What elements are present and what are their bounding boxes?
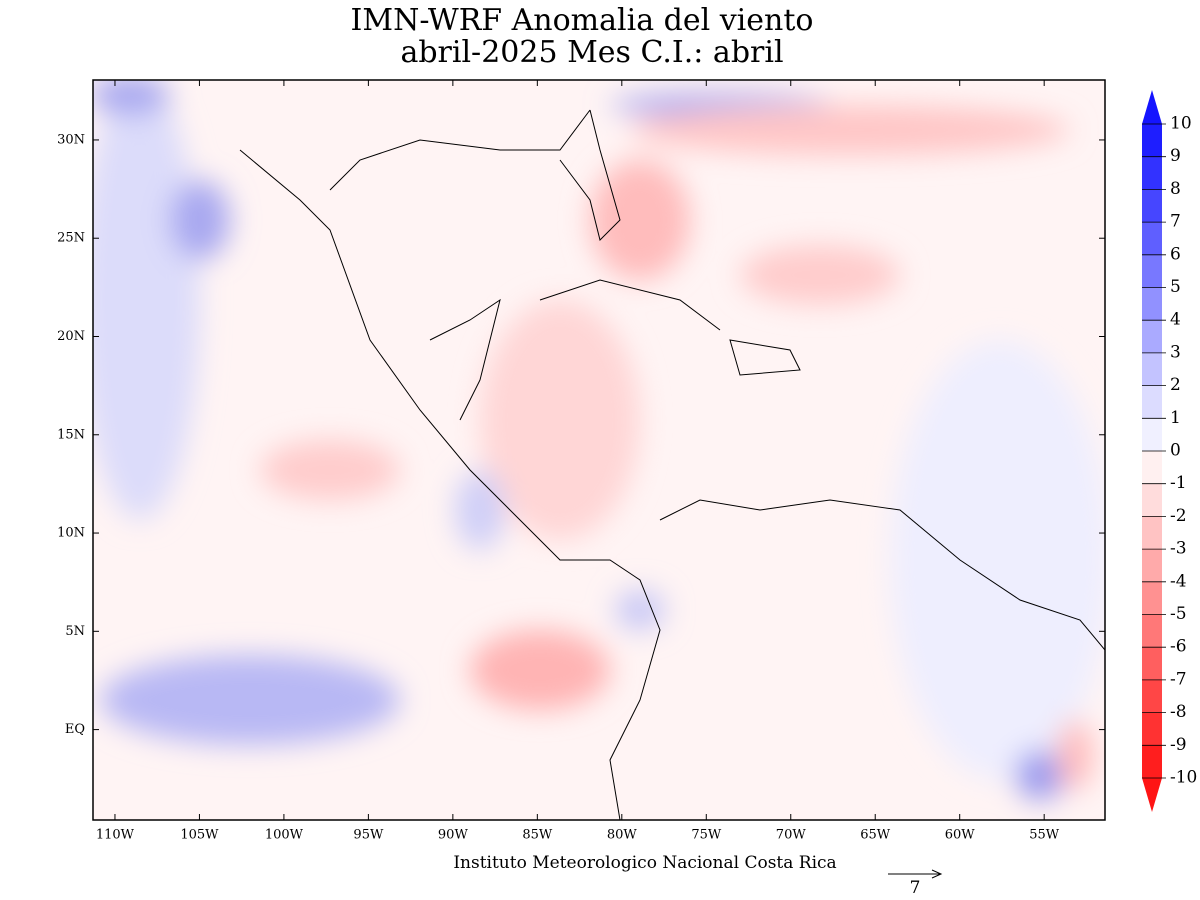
colorbar-box — [1142, 222, 1162, 255]
y-tick-label: 10N — [57, 526, 85, 541]
y-tick-label: EQ — [65, 722, 85, 737]
colorbar-label: 1 — [1170, 408, 1181, 428]
colorbar-box — [1142, 451, 1162, 484]
x-tick-label: 60W — [945, 828, 976, 843]
colorbar-box — [1142, 156, 1162, 190]
x-tick-label: 85W — [522, 828, 553, 843]
colorbar-label: 5 — [1170, 277, 1181, 297]
colorbar-box — [1142, 418, 1162, 451]
colorbar-label: -4 — [1170, 571, 1187, 591]
x-tick-label: 90W — [438, 828, 469, 843]
x-tick-label: 65W — [860, 828, 891, 843]
colorbar-extend-bottom — [1142, 778, 1162, 812]
y-tick-label: 20N — [57, 329, 85, 344]
colorbar-label: 3 — [1170, 342, 1181, 362]
colorbar-box — [1142, 745, 1162, 778]
x-tick-label: 100W — [265, 828, 304, 843]
colorbar-label: -3 — [1170, 539, 1187, 559]
colorbar-label: -1 — [1170, 473, 1187, 493]
colorbar-box — [1142, 287, 1162, 321]
colorbar-label: 9 — [1170, 146, 1181, 166]
colorbar-label: -5 — [1170, 604, 1187, 624]
colorbar-label: -8 — [1170, 702, 1187, 722]
x-tick-label: 105W — [180, 828, 219, 843]
reference-vector-label: 7 — [910, 878, 921, 898]
x-tick-label: 95W — [353, 828, 384, 843]
map-frame — [92, 79, 1106, 821]
colorbar-box — [1142, 614, 1162, 648]
colorbar-label: 0 — [1170, 441, 1181, 461]
colorbar-label: 2 — [1170, 375, 1181, 395]
subtitle: abril-2025 Mes C.I.: abril — [400, 35, 783, 70]
x-tick-label: 110W — [96, 828, 135, 843]
colorbar-box — [1142, 254, 1162, 288]
y-tick-label: 15N — [57, 427, 85, 442]
colorbar-box — [1142, 581, 1162, 615]
colorbar-box — [1142, 483, 1162, 517]
colorbar-label: -10 — [1170, 768, 1197, 788]
x-tick-label: 70W — [776, 828, 807, 843]
reference-vector-head — [931, 869, 943, 879]
x-tick-label: 80W — [607, 828, 638, 843]
colorbar-label: 6 — [1170, 244, 1181, 264]
colorbar-label: 10 — [1170, 114, 1192, 134]
colorbar-extend-top — [1142, 90, 1162, 124]
colorbar-box — [1142, 712, 1162, 746]
x-tick-label: 75W — [691, 828, 722, 843]
colorbar-label: -6 — [1170, 637, 1187, 657]
colorbar-box — [1142, 647, 1162, 680]
colorbar-box — [1142, 679, 1162, 713]
y-tick-label: 30N — [57, 132, 85, 147]
colorbar-label: -2 — [1170, 506, 1187, 526]
colorbar-label: -9 — [1170, 735, 1187, 755]
colorbar-box — [1142, 516, 1162, 550]
colorbar-label: 7 — [1170, 212, 1181, 232]
colorbar-box — [1142, 549, 1162, 582]
anomaly-field — [93, 80, 1105, 820]
footer: Instituto Meteorologico Nacional Costa R… — [453, 853, 836, 873]
x-tick-label: 55W — [1029, 828, 1060, 843]
colorbar-label: 4 — [1170, 310, 1181, 330]
title: IMN-WRF Anomalia del viento — [351, 3, 814, 38]
y-tick-label: 25N — [57, 231, 85, 246]
colorbar-box — [1142, 189, 1162, 223]
colorbar-label: -7 — [1170, 669, 1187, 689]
colorbar-box — [1142, 320, 1162, 353]
colorbar-box — [1142, 385, 1162, 419]
colorbar-label: 8 — [1170, 179, 1181, 199]
y-tick-label: 5N — [65, 624, 85, 639]
colorbar-box — [1142, 352, 1162, 386]
colorbar-box — [1142, 124, 1162, 157]
